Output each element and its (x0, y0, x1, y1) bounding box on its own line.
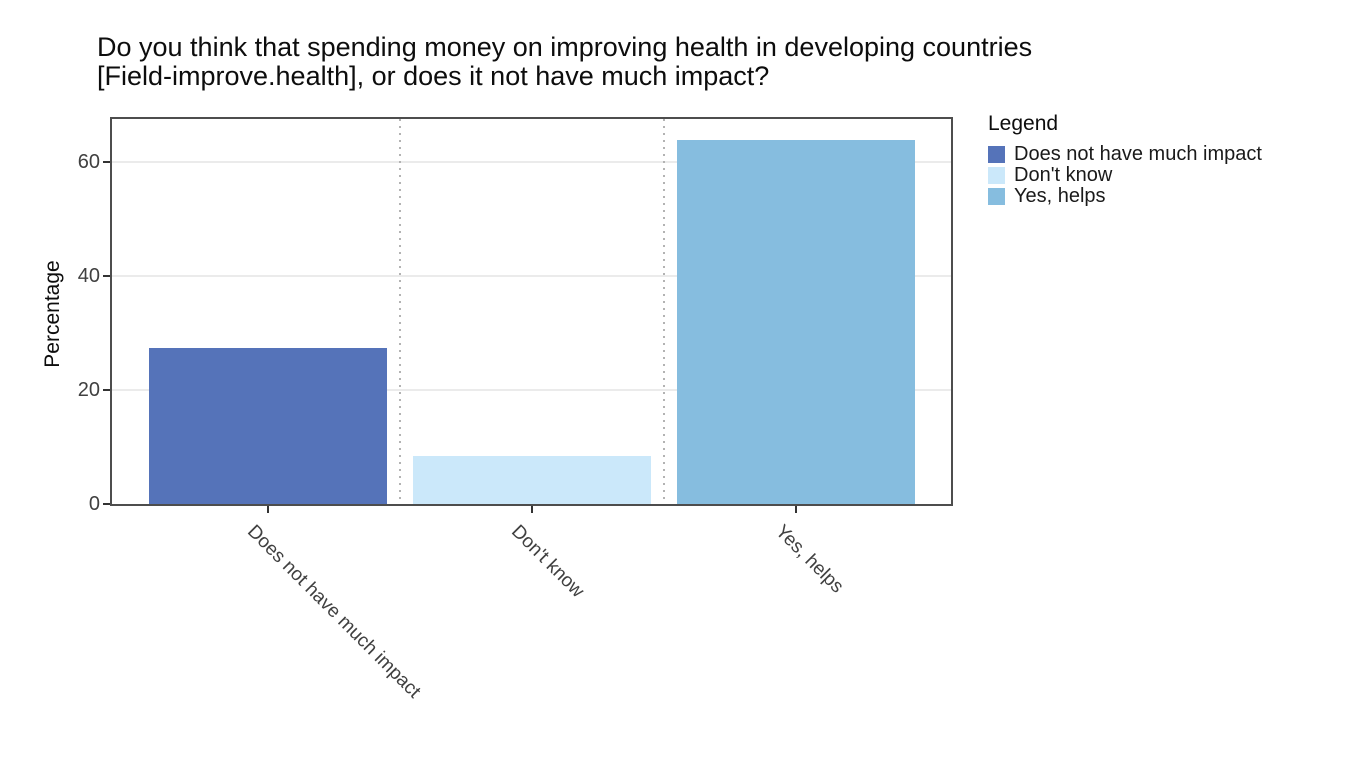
legend-label-yes-helps: Yes, helps (1014, 185, 1106, 207)
y-tick-label-20: 20 (77, 379, 100, 402)
x-tick-mark-yes-helps (795, 506, 797, 513)
y-tick-label-60: 60 (77, 151, 100, 174)
chart-title-line-1: Do you think that spending money on impr… (97, 32, 1033, 62)
gridline-y-40 (112, 275, 951, 278)
bar-does-not-have-much-impact (149, 348, 387, 504)
legend-label-does-not-have-much-impact: Does not have much impact (1014, 143, 1262, 165)
legend-swatch-does-not-have-much-impact (988, 146, 1005, 163)
x-tick-label-don-t-know: Don't know (507, 521, 589, 602)
chart-title: Do you think that spending money on impr… (97, 33, 1032, 91)
y-tick-label-0: 0 (88, 493, 100, 515)
y-tick-mark-0 (103, 503, 110, 505)
legend-title: Legend (988, 112, 1059, 135)
legend-swatch-don-t-know (988, 167, 1005, 184)
plot-panel (110, 117, 953, 506)
legend-items: Does not have much impact Don't know Yes, … (988, 144, 1262, 207)
chart-title-line-2: [Field-improve.health], or does it not h… (97, 61, 770, 91)
gridline-y-60 (112, 161, 951, 164)
gridline-y-20 (112, 389, 951, 392)
legend: Legend Does not have much impact Don't kn… (988, 112, 1262, 207)
x-tick-mark-don-t-know (531, 506, 533, 513)
x-tick-mark-does-not-have-much-impact (267, 506, 269, 513)
legend-item-yes-helps: Yes, helps (988, 186, 1262, 207)
legend-item-don-t-know: Don't know (988, 165, 1262, 186)
y-tick-label-40: 40 (77, 265, 100, 288)
legend-swatch-yes-helps (988, 188, 1005, 205)
legend-label-don-t-know: Don't know (1014, 164, 1113, 186)
x-tick-label-does-not-have-much-impact: Does not have much impact (243, 521, 425, 703)
x-tick-label-yes-helps: Yes, helps (771, 521, 848, 598)
category-separator-1 (399, 119, 401, 504)
y-tick-mark-60 (103, 161, 110, 164)
y-tick-mark-20 (103, 389, 110, 392)
bar-yes-helps (677, 140, 915, 504)
plot-area (112, 119, 951, 504)
category-separator-2 (663, 119, 665, 504)
y-tick-mark-40 (103, 275, 110, 278)
bar-don-t-know (413, 456, 651, 504)
legend-item-does-not-have-much-impact: Does not have much impact (988, 144, 1262, 165)
